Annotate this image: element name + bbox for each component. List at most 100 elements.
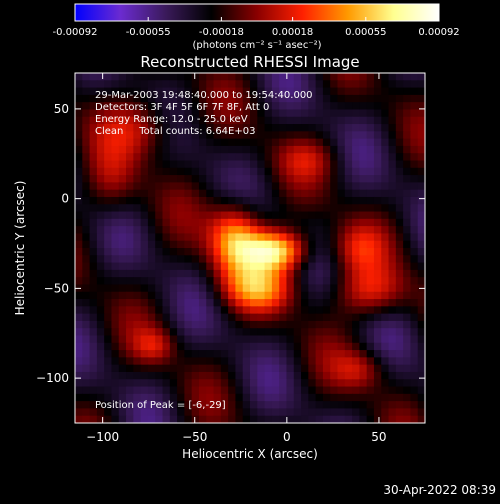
heatmap-cell (337, 386, 346, 395)
heatmap-cell (330, 299, 339, 307)
heatmap-cell (111, 167, 120, 176)
heatmap-cell (75, 299, 83, 307)
heatmap-cell (257, 102, 266, 111)
heatmap-cell (177, 335, 185, 344)
heatmap-cell (395, 211, 404, 220)
heatmap-cell (155, 379, 164, 388)
heatmap-cell (155, 218, 164, 227)
heatmap-cell (344, 204, 353, 213)
heatmap-cell (293, 371, 302, 380)
heatmap-cell (133, 357, 142, 366)
heatmap-cell (293, 248, 302, 256)
heatmap-cell (388, 131, 397, 140)
heatmap-cell (388, 248, 397, 256)
heatmap-cell (191, 211, 200, 220)
heatmap-cell (373, 138, 382, 147)
heatmap-cell (366, 87, 375, 96)
heatmap-cell (118, 386, 127, 395)
heatmap-cell (82, 313, 91, 322)
heatmap-cell (366, 167, 375, 176)
heatmap-cell (330, 284, 339, 293)
heatmap-cell (155, 109, 164, 118)
heatmap-cell (75, 328, 83, 337)
heatmap-cell (388, 415, 397, 423)
heatmap-cell (301, 102, 309, 111)
heatmap-cell (213, 131, 222, 140)
heatmap-cell (257, 233, 266, 242)
heatmap-cell (388, 342, 397, 351)
heatmap-cell (104, 116, 113, 125)
heatmap-cell (286, 109, 295, 118)
heatmap-cell (177, 284, 185, 293)
heatmap-cell (344, 371, 353, 380)
heatmap-cell (75, 87, 83, 96)
heatmap-cell (96, 138, 105, 147)
heatmap-cell (213, 269, 222, 278)
heatmap-cell (177, 342, 185, 351)
heatmap-cell (359, 364, 368, 373)
heatmap-cell (126, 313, 134, 322)
heatmap-cell (155, 124, 164, 132)
heatmap-cell (220, 262, 229, 271)
heatmap-cell (118, 284, 127, 293)
heatmap-cell (235, 116, 244, 125)
heatmap-cell (82, 342, 91, 351)
heatmap-cell (366, 299, 375, 307)
heatmap-cell (373, 328, 382, 337)
heatmap-cell (169, 124, 178, 132)
heatmap-cell (213, 80, 222, 89)
heatmap-cell (147, 291, 156, 300)
heatmap-cell (96, 299, 105, 307)
heatmap-cell (177, 248, 185, 256)
heatmap-cell (359, 291, 368, 300)
heatmap-cell (198, 320, 207, 329)
heatmap-cell (315, 175, 324, 183)
heatmap-cell (366, 153, 375, 162)
heatmap-cell (147, 102, 156, 111)
heatmap-cell (257, 291, 266, 300)
heatmap-cell (118, 408, 127, 417)
heatmap-cell (417, 255, 425, 264)
heatmap-cell (147, 306, 156, 315)
heatmap-cell (271, 138, 280, 147)
heatmap-cell (286, 248, 295, 256)
heatmap-cell (301, 189, 309, 198)
heatmap-cell (308, 153, 317, 162)
heatmap-cell (381, 196, 390, 205)
heatmap-cell (228, 182, 237, 191)
heatmap-cell (82, 87, 91, 96)
heatmap-cell (118, 196, 127, 205)
heatmap-cell (308, 277, 317, 286)
heatmap-cell (315, 218, 324, 227)
heatmap-cell (82, 386, 91, 395)
heatmap-cell (337, 306, 346, 315)
heatmap-cell (184, 248, 193, 256)
heatmap-cell (359, 350, 368, 358)
heatmap-cell (271, 299, 280, 307)
heatmap-cell (140, 182, 149, 191)
heatmap-cell (82, 196, 91, 205)
heatmap-cell (140, 73, 149, 81)
heatmap-cell (301, 196, 309, 205)
heatmap-cell (301, 262, 309, 271)
heatmap-cell (213, 401, 222, 410)
heatmap-cell (82, 393, 91, 402)
heatmap-cell (271, 269, 280, 278)
heatmap-cell (308, 350, 317, 358)
heatmap-cell (352, 306, 360, 315)
heatmap-cell (271, 87, 280, 96)
heatmap-cell (147, 313, 156, 322)
heatmap-cell (388, 109, 397, 118)
heatmap-cell (162, 269, 171, 278)
heatmap-cell (344, 94, 353, 103)
heatmap-cell (82, 153, 91, 162)
heatmap-cell (330, 371, 339, 380)
heatmap-cell (359, 306, 368, 315)
heatmap-cell (301, 357, 309, 366)
heatmap-cell (228, 299, 237, 307)
heatmap-cell (388, 153, 397, 162)
heatmap-cell (344, 102, 353, 111)
heatmap-cell (133, 138, 142, 147)
heatmap-cell (191, 386, 200, 395)
heatmap-cell (89, 175, 98, 183)
